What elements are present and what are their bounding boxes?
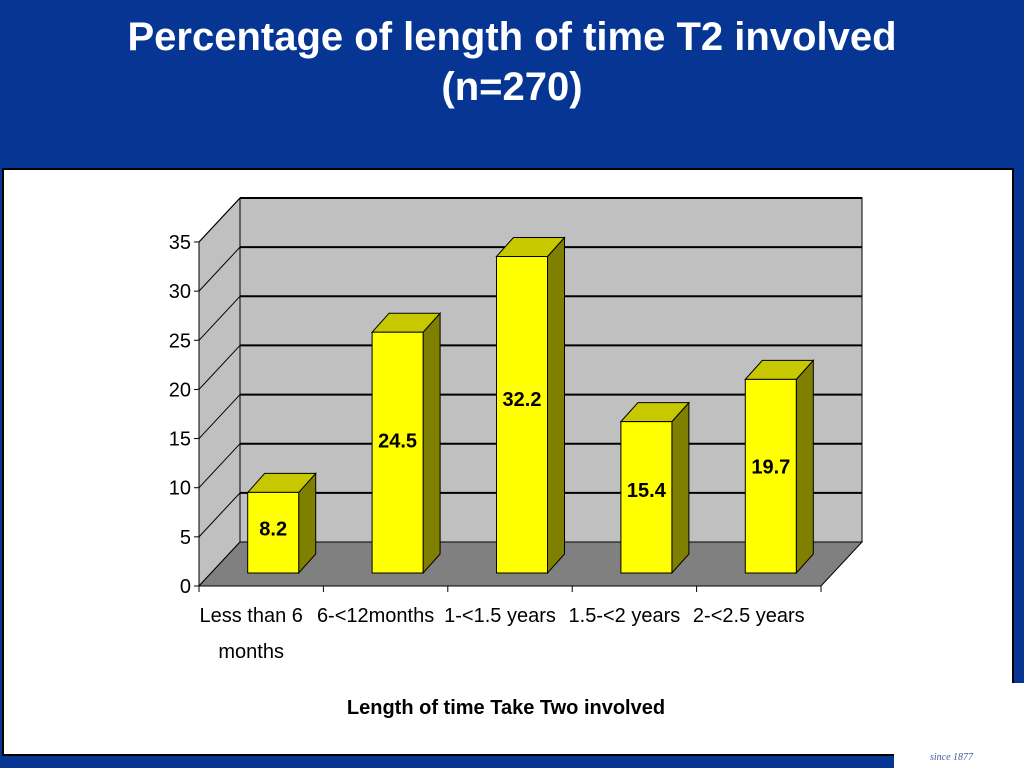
y-tick-label: 10	[169, 478, 191, 500]
x-tick-label: months	[218, 641, 284, 663]
slide-title-line-1: Percentage of length of time T2 involved	[127, 15, 897, 59]
gridline-diagonal	[198, 443, 241, 489]
data-label: 19.7	[751, 457, 790, 479]
chart-panel: 0 5 10 15 20 25 30 35 8.2 24.5 32.2 15.4 19.7 Less th…	[2, 168, 1014, 756]
x-tick-label: 2-<2.5 years	[693, 605, 805, 627]
chart-side-wall	[198, 196, 241, 588]
bar-side	[671, 401, 690, 575]
bar-side	[547, 236, 565, 575]
logo-area	[894, 683, 1024, 768]
y-tick-label: 25	[169, 330, 191, 352]
gridline-diagonal	[198, 492, 241, 538]
gridline-diagonal	[198, 295, 241, 341]
bar	[247, 491, 300, 574]
bar	[496, 256, 548, 574]
y-tick-label: 30	[169, 281, 191, 303]
y-tick-label: 0	[180, 576, 191, 598]
bar	[620, 421, 673, 574]
slide-title-line-2: (n=270)	[441, 65, 583, 109]
data-label: 24.5	[378, 431, 417, 453]
bar-chart: 0 5 10 15 20 25 30 35 8.2 24.5 32.2 15.4 19.7 Less th…	[169, 196, 864, 719]
bar-side	[422, 311, 441, 575]
x-tick-label: 1.5-<2 years	[569, 605, 681, 627]
y-tick-label: 20	[169, 379, 191, 401]
y-tick-label: 15	[169, 429, 191, 451]
bar	[371, 331, 424, 574]
gridline-diagonal	[198, 394, 241, 439]
bar	[744, 378, 797, 574]
gridline-diagonal	[198, 246, 241, 292]
gridline-diagonal	[198, 197, 241, 243]
logo-text: since 1877	[930, 752, 974, 763]
data-label: 8.2	[259, 519, 287, 541]
x-tick-label: Less than 6	[199, 605, 302, 627]
y-tick-label: 35	[169, 232, 191, 254]
slide-title: Percentage of length of time T2 involved…	[0, 12, 1024, 112]
x-axis-title: Length of time Take Two involved	[347, 697, 665, 719]
x-tick-label: 6-<12months	[317, 605, 434, 627]
y-tick-label: 5	[180, 527, 191, 549]
data-label: 15.4	[627, 480, 667, 502]
data-label: 32.2	[503, 389, 542, 411]
x-tick-label: 1-<1.5 years	[444, 605, 556, 627]
bar-side	[795, 359, 814, 575]
gridline-diagonal	[198, 345, 241, 390]
